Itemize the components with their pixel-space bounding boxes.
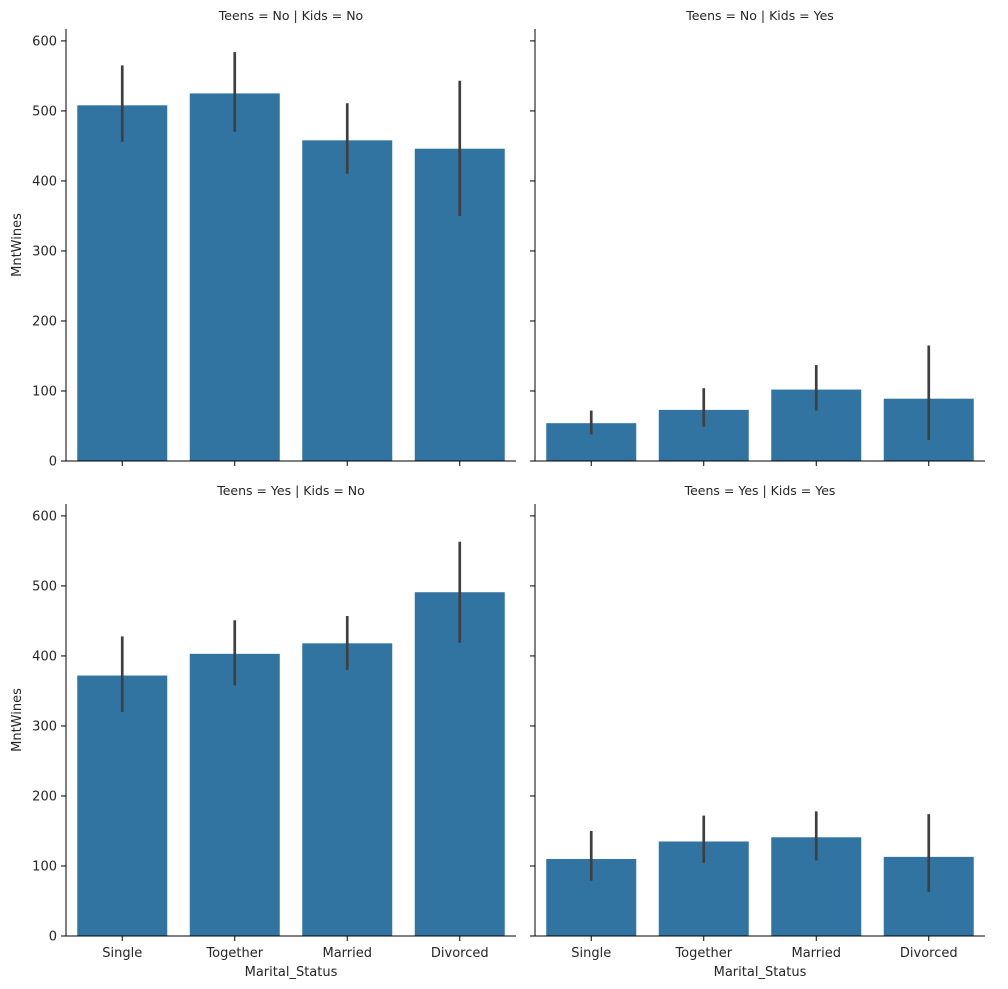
- bar: [302, 140, 393, 461]
- y-tick-label: 600: [32, 509, 57, 524]
- y-tick-label: 400: [32, 649, 57, 664]
- bar: [189, 93, 280, 461]
- facet-panel: 0 100 200 300 400 500 600 Teens = No | Kids = N…: [10, 8, 516, 470]
- facet-title: Teens = Yes | Kids = No: [216, 483, 365, 498]
- facet-title: Teens = No | Kids = No: [218, 8, 363, 23]
- y-tick-label: 0: [49, 930, 57, 945]
- x-tick-label: Divorced: [431, 946, 489, 961]
- y-axis-label: MntWines: [10, 213, 25, 277]
- y-tick-label: 200: [32, 789, 57, 804]
- y-tick-label: 100: [32, 384, 57, 399]
- facet-title: Teens = No | Kids = Yes: [685, 8, 834, 23]
- bar: [414, 592, 505, 936]
- x-tick-label: Single: [102, 946, 142, 961]
- y-tick-label: 300: [32, 719, 57, 734]
- x-tick-label: Married: [791, 946, 841, 961]
- facet-panel: 0 100 200 300 400 500 600 Single Together Married…: [10, 483, 516, 980]
- x-tick-label: Together: [674, 946, 732, 961]
- facet-panel: Single Together Married Divorced Teens = Yes…: [530, 483, 985, 980]
- y-tick-label: 300: [32, 244, 57, 259]
- x-tick-label: Divorced: [900, 946, 958, 961]
- y-tick-label: 500: [32, 579, 57, 594]
- facet-panel: Teens = No | Kids = Yes: [530, 8, 985, 466]
- bar: [189, 653, 280, 936]
- x-tick-label: Together: [205, 946, 263, 961]
- y-tick-label: 500: [32, 104, 57, 119]
- y-tick-label: 100: [32, 859, 57, 874]
- facet-title: Teens = Yes | Kids = Yes: [684, 483, 836, 498]
- bar: [302, 643, 393, 936]
- bar: [77, 105, 168, 461]
- y-tick-label: 400: [32, 174, 57, 189]
- x-axis-label: Marital_Status: [245, 965, 338, 980]
- y-tick-label: 0: [49, 455, 57, 470]
- x-axis-label: Marital_Status: [714, 965, 807, 980]
- x-tick-label: Single: [571, 946, 611, 961]
- x-tick-label: Married: [322, 946, 372, 961]
- y-tick-label: 200: [32, 314, 57, 329]
- bar: [77, 675, 168, 936]
- y-axis-label: MntWines: [10, 688, 25, 752]
- y-tick-label: 600: [32, 34, 57, 49]
